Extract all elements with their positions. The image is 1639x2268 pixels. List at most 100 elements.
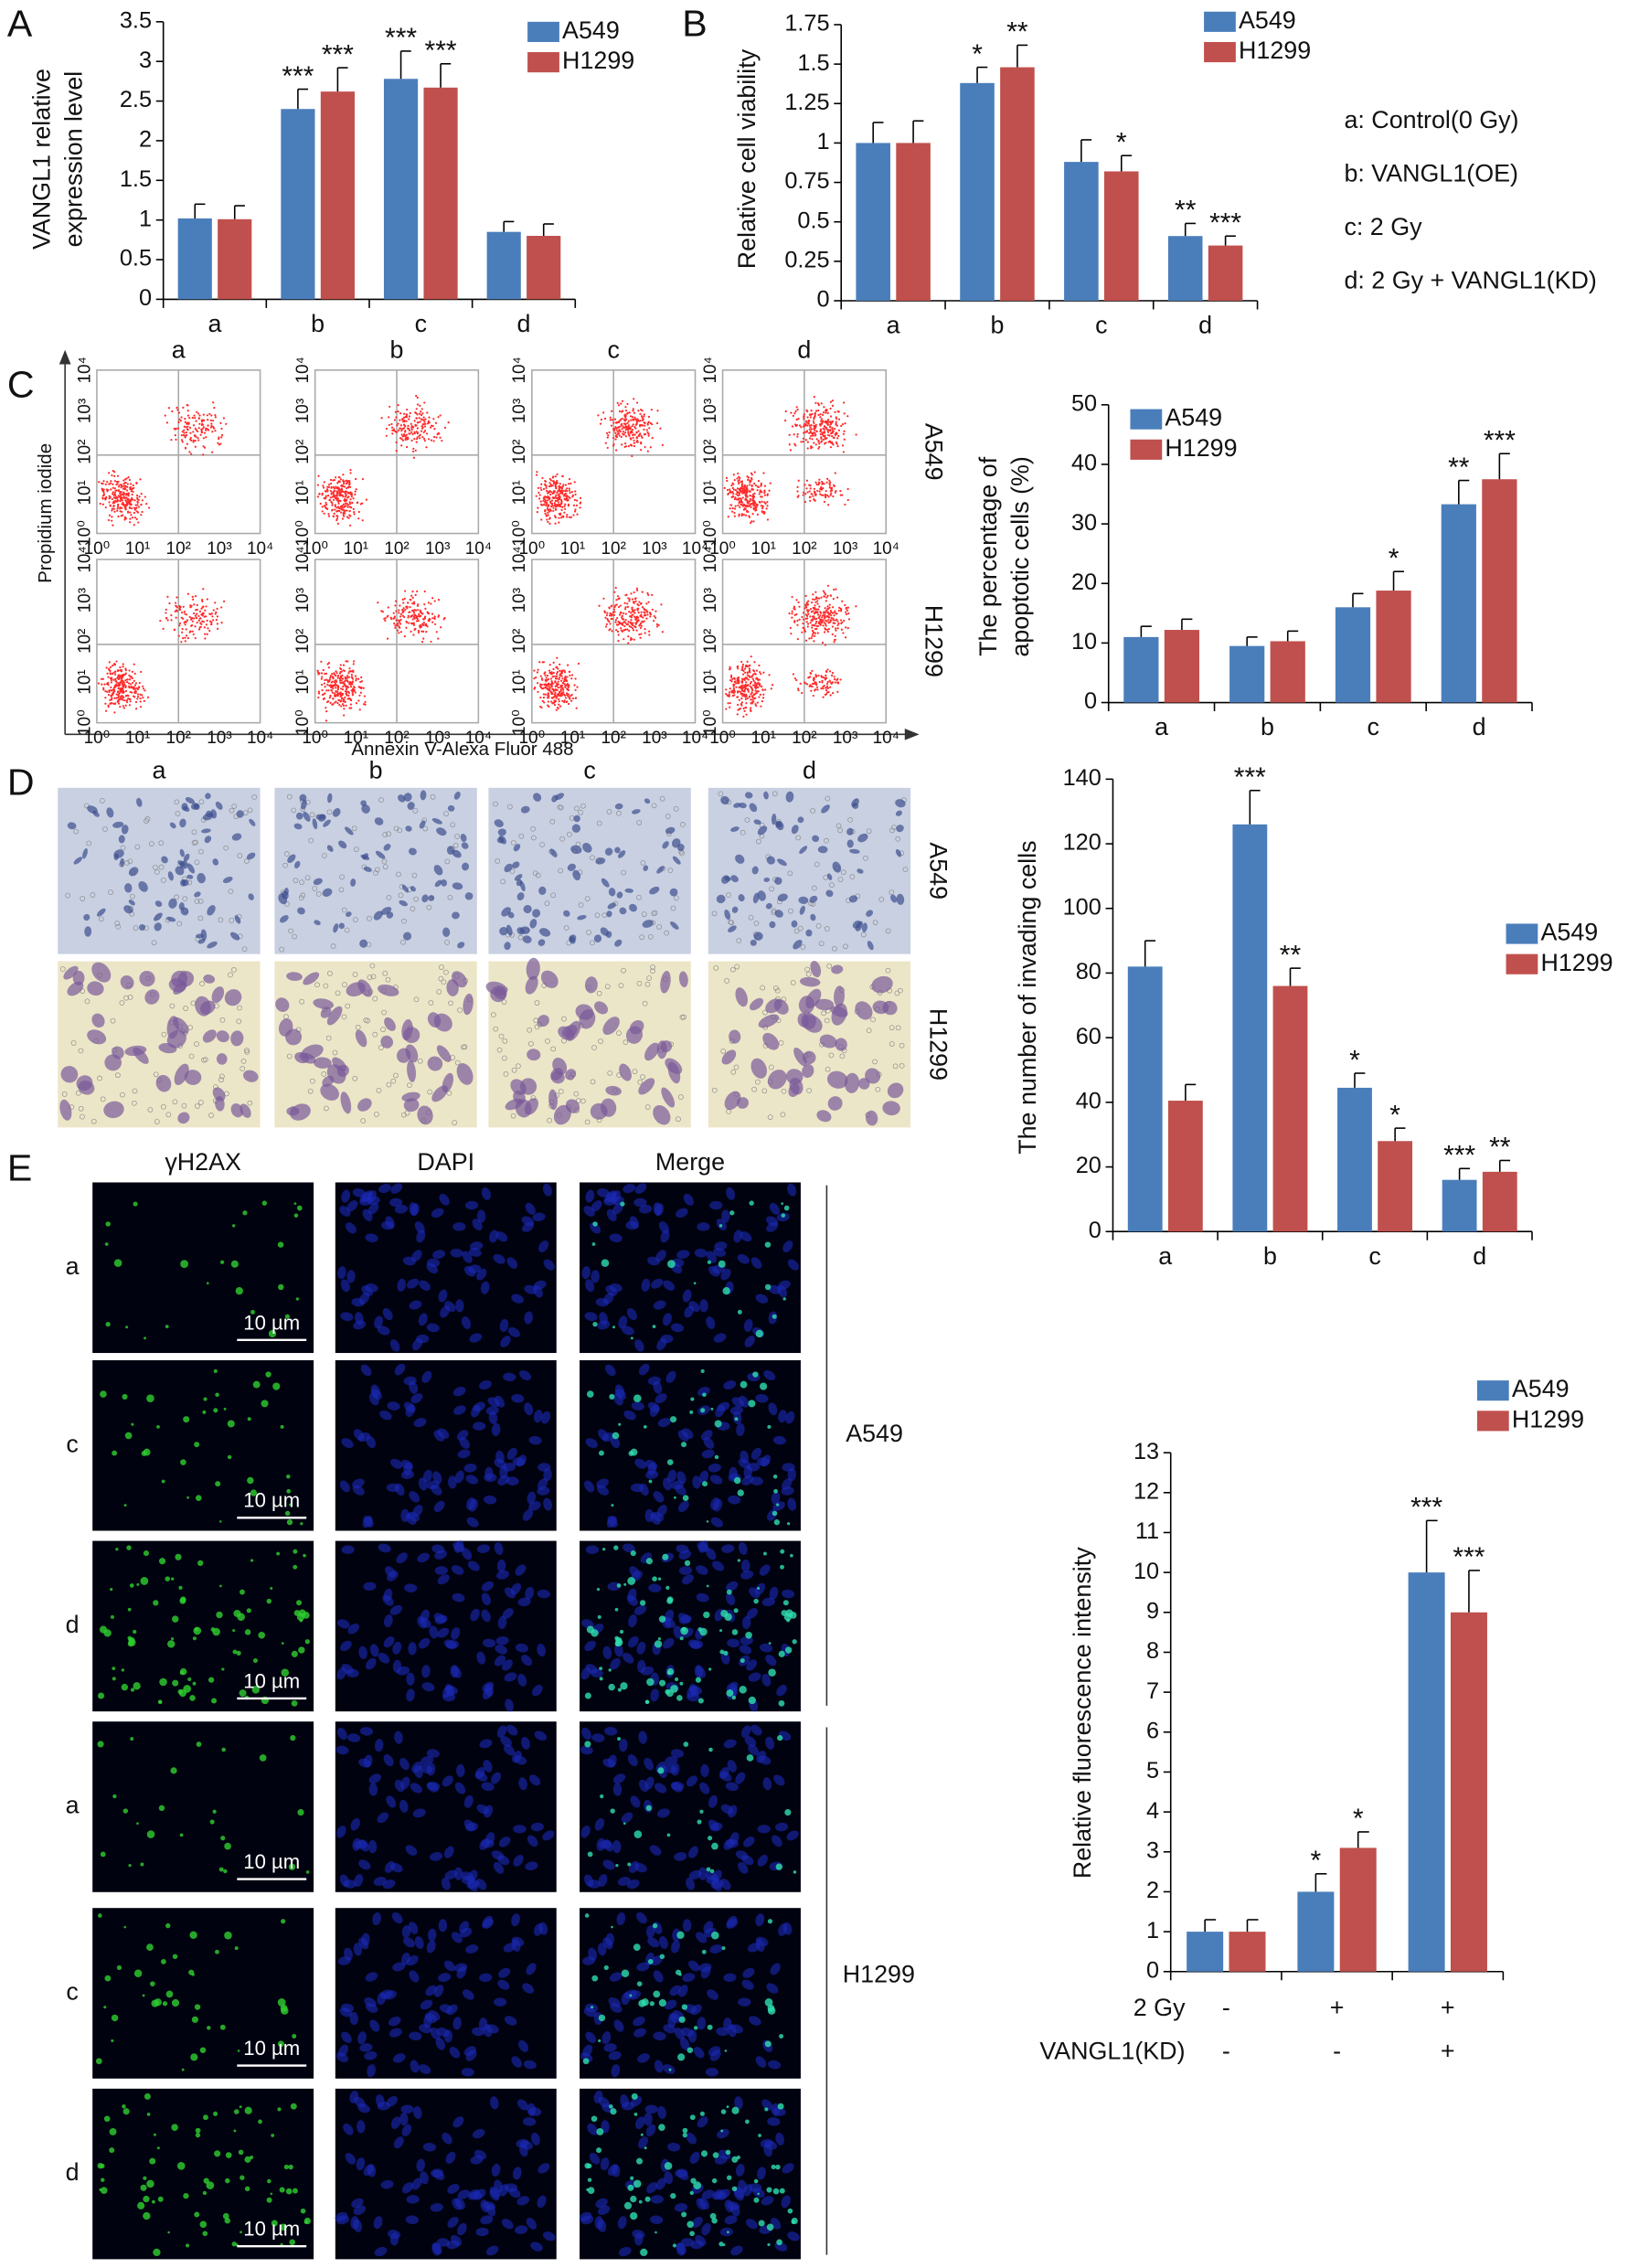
flow-dot	[210, 424, 213, 428]
flow-dot	[341, 703, 344, 706]
flow-dot	[559, 669, 561, 673]
flow-dot	[325, 719, 328, 722]
flow-dot	[817, 621, 820, 623]
flow-dot	[546, 674, 549, 677]
flow-dot	[339, 676, 342, 679]
flow-dot	[604, 616, 607, 619]
flow-dot	[636, 616, 640, 619]
flow-dot	[179, 420, 182, 422]
flow-dot	[831, 427, 834, 430]
flow-dot	[615, 629, 618, 632]
flow-dot	[112, 470, 114, 473]
flow-dot	[830, 613, 833, 617]
flow-dot	[558, 521, 560, 524]
flow-dot	[175, 609, 178, 612]
flow-dot	[137, 498, 140, 502]
flow-dot	[544, 501, 547, 504]
flow-dot	[807, 422, 810, 425]
flow-tick: 10¹	[701, 480, 720, 505]
flow-dot	[113, 664, 117, 666]
flow-dot	[114, 494, 117, 497]
flow-dot	[824, 495, 827, 497]
flow-dot	[646, 450, 649, 453]
flow-dot	[333, 489, 336, 493]
flow-dot	[425, 631, 428, 634]
flow-dot	[569, 516, 572, 518]
flow-dot	[542, 693, 546, 696]
flow-dot	[749, 669, 751, 672]
flow-dot	[633, 418, 636, 421]
flow-dot	[570, 699, 573, 702]
flow-dot	[220, 433, 224, 437]
flow-tick: 10⁴	[682, 539, 708, 559]
flow-dot	[331, 676, 334, 678]
flow-dot	[548, 496, 551, 499]
flow-dot	[746, 660, 749, 664]
flow-dot	[133, 524, 135, 527]
flow-dot	[798, 605, 801, 608]
flow-dot	[124, 689, 128, 693]
flow-dot	[791, 425, 794, 428]
flow-dot	[561, 693, 564, 696]
flow-dot	[189, 618, 193, 621]
flow-dot	[815, 686, 819, 688]
flow-dot	[188, 451, 191, 453]
flow-dot	[543, 495, 546, 498]
flow-dot	[828, 670, 832, 673]
column-label: a	[152, 757, 165, 784]
flow-dot	[129, 502, 132, 505]
flow-dot	[761, 697, 765, 699]
flow-dot	[732, 688, 735, 691]
flow-dot	[655, 623, 659, 625]
flow-dot	[335, 518, 338, 522]
flow-tick: 10²	[166, 729, 191, 748]
flow-dot	[827, 441, 830, 443]
flow-dot	[798, 618, 801, 621]
flow-dot	[112, 486, 114, 489]
flow-dot	[640, 611, 643, 613]
flow-dot	[99, 502, 101, 506]
flow-dot	[729, 702, 731, 705]
flow-dot	[563, 699, 566, 702]
flow-dot	[817, 439, 820, 442]
flow-dot	[203, 626, 206, 629]
flow-dot	[551, 687, 554, 691]
flow-dot	[341, 694, 344, 697]
flow-dot	[742, 488, 745, 491]
flow-dot	[855, 433, 857, 436]
flow-dot	[121, 679, 124, 682]
flow-dot	[337, 489, 341, 492]
flow-dot	[820, 480, 824, 484]
flow-dot	[126, 694, 129, 697]
flow-dot	[828, 434, 831, 437]
panel-label: C	[7, 364, 35, 406]
flow-dot	[819, 432, 822, 436]
flow-dot	[401, 598, 404, 602]
flow-dot	[360, 680, 364, 683]
flow-dot	[419, 412, 421, 415]
flow-dot	[119, 507, 122, 510]
flow-dot	[117, 682, 121, 685]
flow-dot	[415, 417, 418, 420]
flow-dot	[552, 509, 555, 512]
flow-dot	[761, 507, 764, 510]
flow-dot	[544, 693, 547, 696]
flow-dot	[544, 509, 547, 512]
flow-dot	[116, 506, 120, 508]
flow-dot	[624, 422, 627, 425]
flow-dot	[727, 702, 729, 705]
flow-dot	[555, 708, 558, 711]
flow-dot	[795, 612, 798, 616]
flow-dot	[770, 687, 772, 690]
flow-dot	[218, 443, 220, 446]
flow-dot	[104, 702, 107, 705]
flow-dot	[621, 617, 624, 621]
flow-dot	[639, 412, 642, 415]
flow-dot	[197, 412, 200, 415]
flow-dot	[191, 595, 194, 598]
flow-dot	[616, 401, 619, 404]
flow-dot	[125, 698, 129, 702]
flow-dot	[109, 505, 112, 507]
flow-dot	[822, 687, 825, 690]
